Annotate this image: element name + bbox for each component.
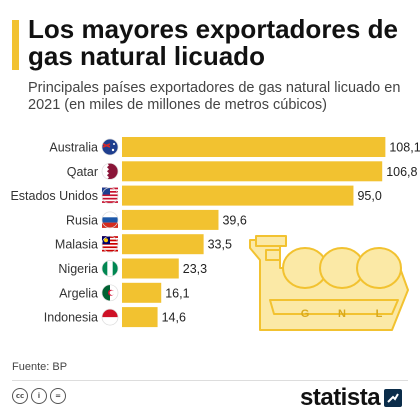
license-icons[interactable]: cc i = [12,388,66,404]
brand-name: statista [300,384,381,411]
page-subtitle: Principales países exportadores de gas n… [28,80,401,113]
value-label-nigeria: 23,3 [183,262,207,276]
bar-indonesia [122,307,158,328]
value-label-argelia: 16,1 [165,286,189,300]
source-note: Fuente: BP [12,361,68,373]
value-label-rusia: 39,6 [222,213,246,227]
category-label-estados-unidos: Estados Unidos [10,189,98,203]
category-label-indonesia: Indonesia [44,311,98,325]
equals-icon[interactable]: = [50,388,66,404]
flag-qatar-icon [101,162,119,180]
bar-qatar [122,161,383,182]
bar-nigeria [122,258,179,279]
statista-logo[interactable]: statista [300,384,403,412]
title-accent-bar [12,20,19,70]
value-label-estados-unidos: 95,0 [357,189,381,203]
value-label-australia: 108,1 [389,141,420,155]
flag-nigeria-icon [101,260,119,277]
flag-algeria-icon [101,284,119,302]
lng-tanker-ship-icon [249,235,409,331]
value-label-qatar: 106,8 [386,165,417,179]
flag-usa-icon [101,187,119,204]
category-label-qatar: Qatar [67,165,98,179]
ship-tank-label: G [301,308,310,320]
by-icon[interactable]: i [31,388,47,404]
flag-indonesia-icon [101,308,119,326]
category-label-rusia: Rusia [66,213,98,227]
bar-argelia [122,282,162,303]
footer-divider [12,380,408,381]
category-label-malasia: Malasia [55,238,98,252]
bar-rusia [122,209,219,230]
bar-malasia [122,234,204,255]
category-label-argelia: Argelia [59,286,98,300]
value-label-indonesia: 14,6 [162,311,186,325]
category-label-nigeria: Nigeria [58,262,98,276]
flag-russia-icon [101,211,119,229]
category-label-australia: Australia [49,141,98,155]
cc-icon[interactable]: cc [12,388,28,404]
bar-australia [122,137,386,157]
value-label-malasia: 33,5 [208,238,232,252]
flag-malaysia-icon [101,235,119,253]
flag-australia-icon [101,138,119,156]
ship-tank-label: L [376,308,383,320]
ship-tank-label: N [338,308,346,320]
statista-mark-icon [384,389,403,407]
page-title: Los mayores exportadores de gas natural … [28,14,398,71]
bar-chart: G N L Australia 108,1 Qatar 106,8 Estados Unid… [10,137,420,331]
bar-estados-unidos [122,185,354,206]
